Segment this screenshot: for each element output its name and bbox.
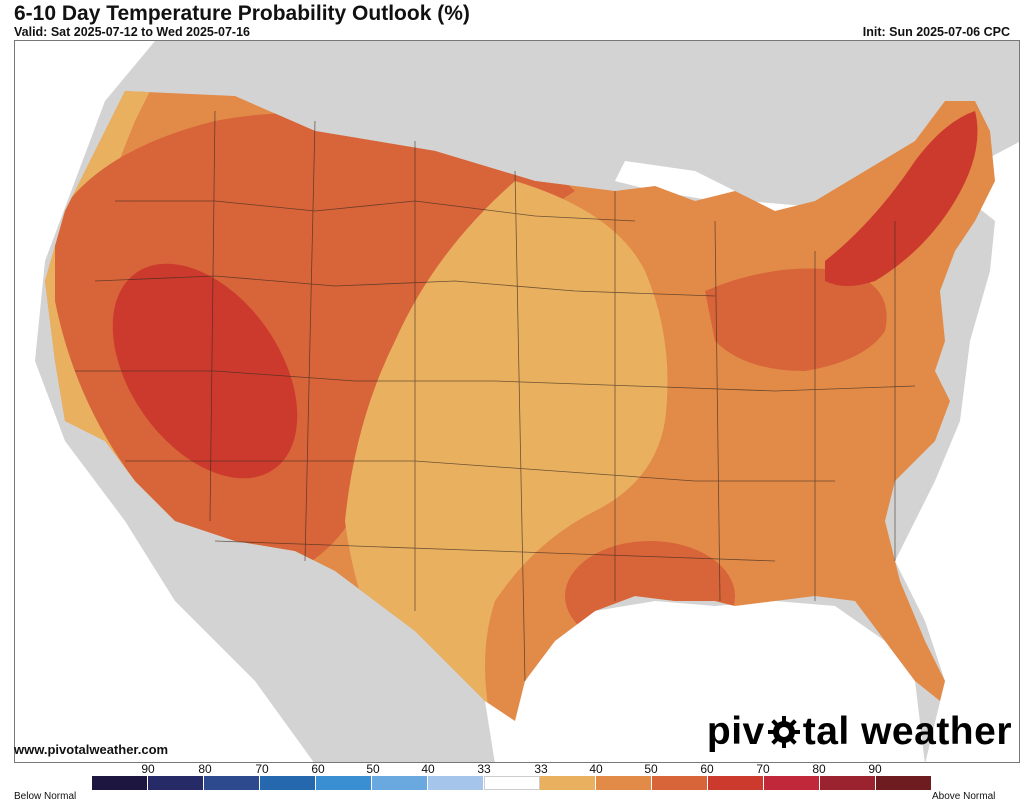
legend-swatch	[484, 776, 540, 790]
state-borders	[75, 110, 916, 682]
legend-swatch	[372, 776, 428, 790]
legend-swatch	[260, 776, 316, 790]
legend-tick: 40	[421, 762, 435, 776]
legend-swatch	[92, 776, 148, 790]
legend-tick: 60	[311, 762, 325, 776]
legend-swatch	[820, 776, 876, 790]
legend-swatch	[316, 776, 372, 790]
legend-swatch	[428, 776, 484, 790]
gear-icon	[767, 716, 800, 748]
legend-tick: 50	[366, 762, 380, 776]
legend-tick: 50	[644, 762, 658, 776]
legend-tick: 60	[700, 762, 714, 776]
outlook-map[interactable]	[14, 40, 1020, 763]
brand-text-right: tal weather	[802, 710, 1012, 753]
map-canvas	[15, 41, 1019, 762]
above-normal-label: Above Normal	[932, 791, 996, 802]
legend-ticks: 90 80 70 60 50 40 33 33 40 50 60 70 80 9…	[0, 762, 1024, 776]
page-title: 6-10 Day Temperature Probability Outlook…	[14, 2, 470, 25]
legend-swatch	[764, 776, 820, 790]
valid-period: Valid: Sat 2025-07-12 to Wed 2025-07-16	[14, 25, 250, 39]
legend-tick: 90	[141, 762, 155, 776]
new-york-70-zone	[825, 111, 978, 286]
legend-swatch	[204, 776, 260, 790]
lake-superior	[615, 161, 735, 201]
legend-swatch	[540, 776, 596, 790]
legend-tick: 80	[812, 762, 826, 776]
init-time: Init: Sun 2025-07-06 CPC	[862, 25, 1010, 39]
legend-tick: 70	[756, 762, 770, 776]
legend-tick: 80	[198, 762, 212, 776]
legend-swatch	[876, 776, 932, 790]
color-legend: 90 80 70 60 50 40 33 33 40 50 60 70 80 9…	[0, 762, 1024, 802]
legend-swatch	[708, 776, 764, 790]
pacific-ocean	[15, 41, 314, 762]
legend-tick: 70	[255, 762, 269, 776]
legend-tick: 40	[589, 762, 603, 776]
legend-tick: 33	[477, 762, 491, 776]
plains-40-zone	[345, 181, 668, 721]
ohio-valley-60-zone	[705, 268, 887, 371]
legend-swatch	[652, 776, 708, 790]
atlantic-ocean	[895, 142, 1019, 762]
gulf-of-mexico	[485, 601, 925, 762]
below-normal-label: Below Normal	[14, 791, 77, 802]
brand-logo: piv tal weather	[707, 710, 1012, 754]
legend-swatch	[596, 776, 652, 790]
legend-swatch	[148, 776, 204, 790]
legend-tick: 33	[534, 762, 548, 776]
site-url[interactable]: www.pivotalweather.com	[14, 742, 169, 757]
brand-text-left: piv	[706, 710, 765, 753]
legend-tick: 90	[868, 762, 882, 776]
legend-bar: Below Normal Above Normal	[0, 776, 1024, 802]
